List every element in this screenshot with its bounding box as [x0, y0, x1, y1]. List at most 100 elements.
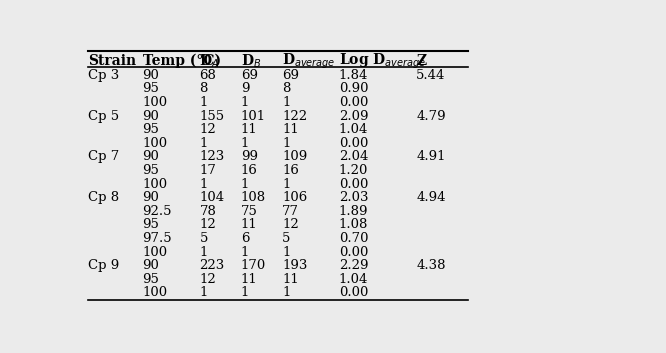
Text: Cp 9: Cp 9 — [89, 259, 120, 272]
Text: 69: 69 — [282, 69, 299, 82]
Text: 4.38: 4.38 — [416, 259, 446, 272]
Text: 100: 100 — [143, 96, 168, 109]
Text: Cp 7: Cp 7 — [89, 150, 120, 163]
Text: 5: 5 — [199, 232, 208, 245]
Text: 9: 9 — [240, 83, 249, 96]
Text: 2.03: 2.03 — [339, 191, 368, 204]
Text: 0.00: 0.00 — [339, 246, 368, 258]
Text: 16: 16 — [282, 164, 299, 177]
Text: D$_A$: D$_A$ — [199, 52, 220, 70]
Text: 223: 223 — [199, 259, 224, 272]
Text: 0.00: 0.00 — [339, 178, 368, 191]
Text: 12: 12 — [199, 273, 216, 286]
Text: 106: 106 — [282, 191, 307, 204]
Text: 78: 78 — [199, 205, 216, 218]
Text: 193: 193 — [282, 259, 307, 272]
Text: 11: 11 — [240, 273, 258, 286]
Text: 100: 100 — [143, 246, 168, 258]
Text: 1.08: 1.08 — [339, 219, 368, 231]
Text: 75: 75 — [240, 205, 258, 218]
Text: 100: 100 — [143, 286, 168, 299]
Text: 90: 90 — [143, 150, 159, 163]
Text: 0.70: 0.70 — [339, 232, 368, 245]
Text: 1: 1 — [282, 96, 290, 109]
Text: 95: 95 — [143, 219, 159, 231]
Text: 2.09: 2.09 — [339, 110, 368, 122]
Text: 90: 90 — [143, 191, 159, 204]
Text: 1: 1 — [240, 178, 249, 191]
Text: 2.29: 2.29 — [339, 259, 368, 272]
Text: 108: 108 — [240, 191, 266, 204]
Text: 97.5: 97.5 — [143, 232, 172, 245]
Text: 1.04: 1.04 — [339, 123, 368, 136]
Text: 1: 1 — [240, 96, 249, 109]
Text: 1.04: 1.04 — [339, 273, 368, 286]
Text: Cp 5: Cp 5 — [89, 110, 119, 122]
Text: Strain: Strain — [89, 54, 137, 68]
Text: 17: 17 — [199, 164, 216, 177]
Text: 104: 104 — [199, 191, 224, 204]
Text: 0.00: 0.00 — [339, 286, 368, 299]
Text: 90: 90 — [143, 110, 159, 122]
Text: 92.5: 92.5 — [143, 205, 172, 218]
Text: 11: 11 — [282, 123, 299, 136]
Text: 11: 11 — [282, 273, 299, 286]
Text: Cp 8: Cp 8 — [89, 191, 119, 204]
Text: 1.89: 1.89 — [339, 205, 368, 218]
Text: Cp 3: Cp 3 — [89, 69, 120, 82]
Text: 1: 1 — [199, 178, 208, 191]
Text: D$_B$: D$_B$ — [240, 52, 261, 70]
Text: 8: 8 — [282, 83, 290, 96]
Text: 12: 12 — [199, 123, 216, 136]
Text: 123: 123 — [199, 150, 224, 163]
Text: 69: 69 — [240, 69, 258, 82]
Text: 5: 5 — [282, 232, 290, 245]
Text: 0.90: 0.90 — [339, 83, 368, 96]
Text: 12: 12 — [282, 219, 299, 231]
Text: 1.20: 1.20 — [339, 164, 368, 177]
Text: 6: 6 — [240, 232, 249, 245]
Text: 0.00: 0.00 — [339, 96, 368, 109]
Text: 95: 95 — [143, 164, 159, 177]
Text: 1: 1 — [240, 246, 249, 258]
Text: 4.94: 4.94 — [416, 191, 446, 204]
Text: 1: 1 — [199, 286, 208, 299]
Text: Temp (°C): Temp (°C) — [143, 54, 220, 68]
Text: 1: 1 — [282, 137, 290, 150]
Text: 90: 90 — [143, 69, 159, 82]
Text: 1: 1 — [240, 286, 249, 299]
Text: 109: 109 — [282, 150, 307, 163]
Text: Log D$_{average}$: Log D$_{average}$ — [339, 51, 426, 71]
Text: 1.84: 1.84 — [339, 69, 368, 82]
Text: 77: 77 — [282, 205, 299, 218]
Text: 122: 122 — [282, 110, 307, 122]
Text: 11: 11 — [240, 123, 258, 136]
Text: Z: Z — [416, 54, 426, 68]
Text: 1: 1 — [282, 286, 290, 299]
Text: 100: 100 — [143, 137, 168, 150]
Text: 1: 1 — [240, 137, 249, 150]
Text: 0.00: 0.00 — [339, 137, 368, 150]
Text: D$_{average}$: D$_{average}$ — [282, 51, 336, 71]
Text: 99: 99 — [240, 150, 258, 163]
Text: 170: 170 — [240, 259, 266, 272]
Text: 101: 101 — [240, 110, 266, 122]
Text: 90: 90 — [143, 259, 159, 272]
Text: 5.44: 5.44 — [416, 69, 446, 82]
Text: 95: 95 — [143, 123, 159, 136]
Text: 4.91: 4.91 — [416, 150, 446, 163]
Text: 68: 68 — [199, 69, 216, 82]
Text: 1: 1 — [199, 137, 208, 150]
Text: 100: 100 — [143, 178, 168, 191]
Text: 95: 95 — [143, 83, 159, 96]
Text: 1: 1 — [282, 178, 290, 191]
Text: 155: 155 — [199, 110, 224, 122]
Text: 8: 8 — [199, 83, 208, 96]
Text: 11: 11 — [240, 219, 258, 231]
Text: 4.79: 4.79 — [416, 110, 446, 122]
Text: 2.04: 2.04 — [339, 150, 368, 163]
Text: 1: 1 — [199, 96, 208, 109]
Text: 12: 12 — [199, 219, 216, 231]
Text: 1: 1 — [282, 246, 290, 258]
Text: 95: 95 — [143, 273, 159, 286]
